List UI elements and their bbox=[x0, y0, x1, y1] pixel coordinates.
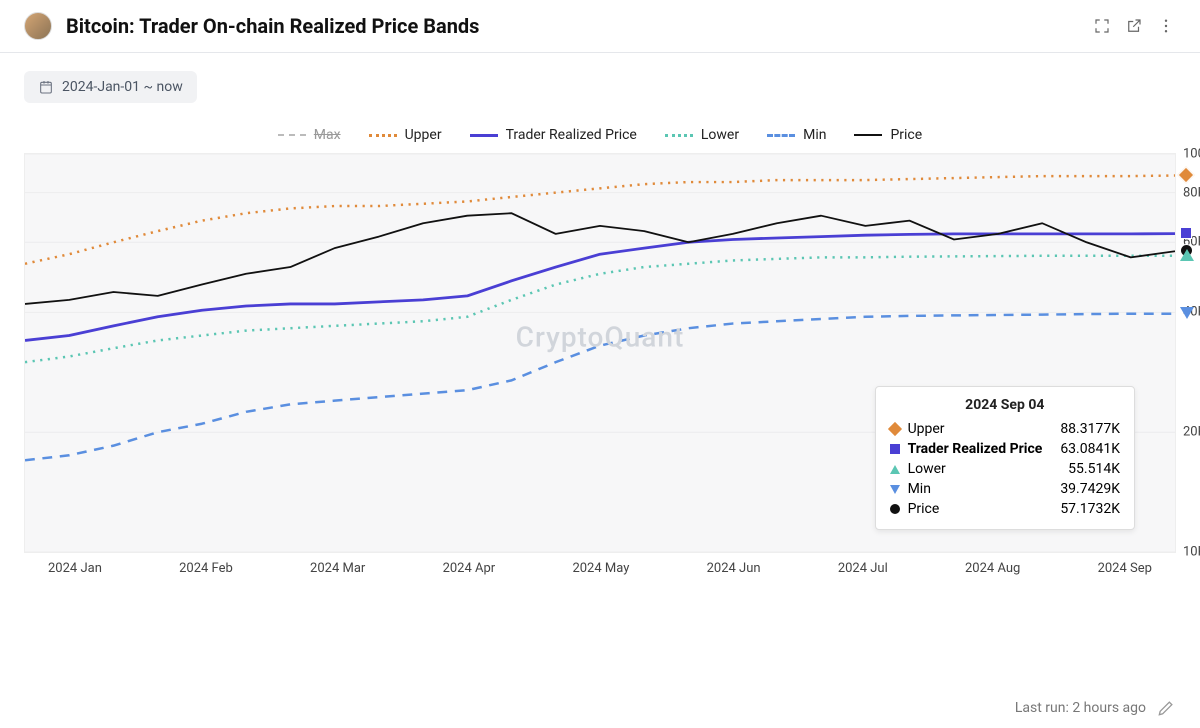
legend-label-trp: Trader Realized Price bbox=[506, 127, 637, 143]
legend-label-lower: Lower bbox=[701, 127, 739, 143]
end-marker-min bbox=[1180, 307, 1194, 321]
tooltip-row: Upper 88.3177K bbox=[890, 419, 1120, 439]
controls-row: 2024-Jan-01 ~ now bbox=[0, 53, 1200, 103]
legend-item-price[interactable]: Price bbox=[854, 127, 922, 143]
tooltip-label: Price bbox=[908, 501, 940, 517]
last-run-text: Last run: 2 hours ago bbox=[1015, 700, 1146, 716]
tooltip-row: Price 57.1732K bbox=[890, 499, 1120, 519]
header-actions bbox=[1092, 16, 1176, 36]
author-avatar[interactable] bbox=[24, 12, 52, 40]
date-range-text: 2024-Jan-01 ~ now bbox=[62, 79, 183, 95]
tooltip-label: Upper bbox=[908, 421, 945, 437]
chart-plot-area[interactable]: CryptoQuant 10K20K40K60K80K100K $ 2024 S… bbox=[24, 153, 1176, 553]
tooltip-value: 63.0841K bbox=[1060, 441, 1120, 457]
legend-swatch-min bbox=[767, 134, 795, 137]
y-tick-label: 10K bbox=[1183, 545, 1200, 560]
date-range-picker[interactable]: 2024-Jan-01 ~ now bbox=[24, 71, 197, 103]
header-left: Bitcoin: Trader On-chain Realized Price … bbox=[24, 12, 479, 40]
chart-legend: Max Upper Trader Realized Price Lower Mi… bbox=[0, 103, 1200, 153]
tooltip-row: Trader Realized Price 63.0841K bbox=[890, 439, 1120, 459]
legend-swatch-price bbox=[854, 134, 882, 136]
legend-swatch-max bbox=[278, 134, 306, 136]
y-tick-label: 20K bbox=[1183, 425, 1200, 440]
external-link-icon[interactable] bbox=[1124, 16, 1144, 36]
legend-swatch-upper bbox=[369, 134, 397, 137]
legend-item-max[interactable]: Max bbox=[278, 127, 341, 143]
legend-label-min: Min bbox=[803, 127, 826, 143]
x-axis: 2024 Jan 2024 Feb 2024 Mar 2024 Apr 2024 May… bbox=[24, 553, 1176, 576]
y-axis: 10K20K40K60K80K100K bbox=[1183, 154, 1200, 552]
tooltip-row: Lower 55.514K bbox=[890, 459, 1120, 479]
header-bar: Bitcoin: Trader On-chain Realized Price … bbox=[0, 0, 1200, 53]
tooltip-label: Lower bbox=[908, 461, 946, 477]
end-marker-lower bbox=[1180, 249, 1194, 263]
tooltip-value: 57.1732K bbox=[1060, 501, 1120, 517]
fullscreen-icon[interactable] bbox=[1092, 16, 1112, 36]
tooltip-row: Min 39.7429K bbox=[890, 479, 1120, 499]
x-tick-label: 2024 Feb bbox=[179, 561, 233, 576]
y-tick-label: 100K bbox=[1183, 147, 1200, 162]
x-tick-label: 2024 Aug bbox=[965, 561, 1020, 576]
x-tick-label: 2024 Mar bbox=[310, 561, 365, 576]
end-marker-upper bbox=[1180, 169, 1194, 183]
x-tick-label: 2024 Jul bbox=[838, 561, 888, 576]
x-tick-label: 2024 Sep bbox=[1098, 561, 1152, 576]
chart-container: CryptoQuant 10K20K40K60K80K100K $ 2024 S… bbox=[0, 153, 1200, 576]
x-tick-label: 2024 Jun bbox=[707, 561, 761, 576]
tooltip-value: 39.7429K bbox=[1060, 481, 1120, 497]
edit-icon[interactable] bbox=[1156, 698, 1176, 718]
tooltip-value: 88.3177K bbox=[1060, 421, 1120, 437]
more-menu-icon[interactable] bbox=[1156, 16, 1176, 36]
end-marker-trp bbox=[1180, 227, 1194, 241]
legend-item-lower[interactable]: Lower bbox=[665, 127, 739, 143]
x-tick-label: 2024 Jan bbox=[48, 561, 102, 576]
legend-item-min[interactable]: Min bbox=[767, 127, 826, 143]
legend-label-price: Price bbox=[890, 127, 922, 143]
legend-item-upper[interactable]: Upper bbox=[369, 127, 442, 143]
legend-label-upper: Upper bbox=[405, 127, 442, 143]
x-tick-label: 2024 Apr bbox=[443, 561, 496, 576]
y-tick-label: 80K bbox=[1183, 185, 1200, 200]
x-tick-label: 2024 May bbox=[572, 561, 629, 576]
calendar-icon bbox=[38, 79, 54, 95]
legend-swatch-trp bbox=[470, 134, 498, 137]
chart-tooltip: 2024 Sep 04 Upper 88.3177K Trader Realized… bbox=[875, 386, 1135, 530]
tooltip-date: 2024 Sep 04 bbox=[890, 397, 1120, 413]
footer-bar: Last run: 2 hours ago bbox=[1015, 698, 1176, 718]
tooltip-label: Min bbox=[908, 481, 931, 497]
legend-label-max: Max bbox=[314, 127, 341, 143]
chart-title: Bitcoin: Trader On-chain Realized Price … bbox=[66, 14, 479, 38]
tooltip-label: Trader Realized Price bbox=[908, 441, 1043, 457]
tooltip-value: 55.514K bbox=[1068, 461, 1120, 477]
legend-swatch-lower bbox=[665, 134, 693, 137]
legend-item-trp[interactable]: Trader Realized Price bbox=[470, 127, 637, 143]
